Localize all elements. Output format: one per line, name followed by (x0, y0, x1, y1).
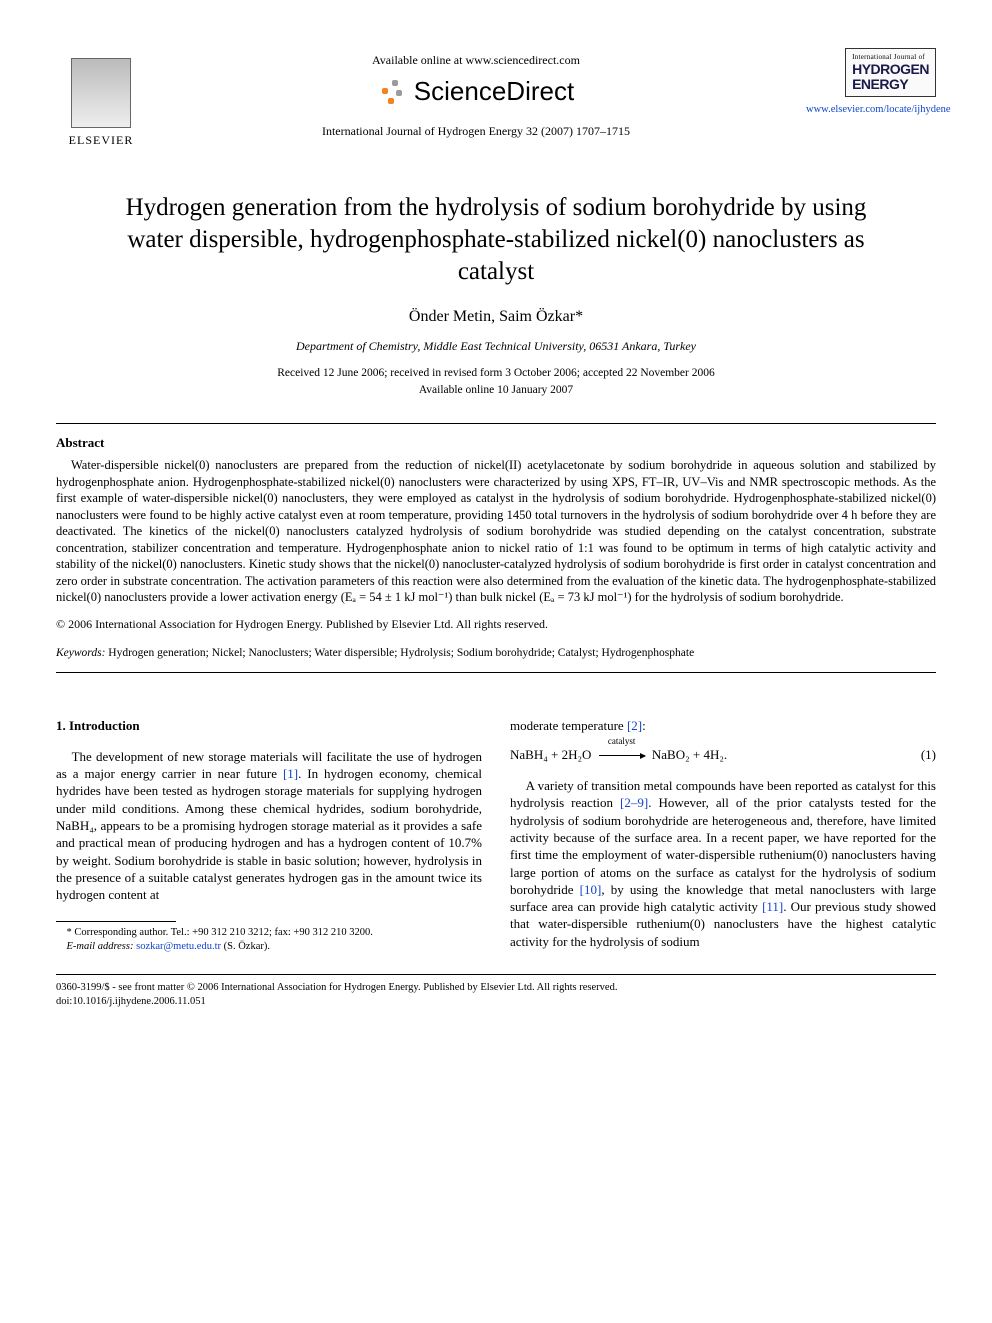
available-online-date: Available online 10 January 2007 (56, 383, 936, 399)
sciencedirect-logo: ScienceDirect (378, 74, 574, 109)
email-footnote: E-mail address: sozkar@metu.edu.tr (S. Ö… (56, 940, 482, 954)
rule-above-abstract (56, 423, 936, 424)
journal-homepage-link[interactable]: www.elsevier.com/locate/ijhydene (806, 103, 936, 117)
header-center: Available online at www.sciencedirect.co… (146, 48, 806, 139)
header-row: ELSEVIER Available online at www.science… (56, 48, 936, 148)
email-label: E-mail address: (67, 941, 134, 952)
ref-link-2-9[interactable]: [2–9] (620, 795, 648, 810)
received-dates: Received 12 June 2006; received in revis… (56, 366, 936, 382)
available-online-text: Available online at www.sciencedirect.co… (146, 52, 806, 68)
reaction-arrow-icon: catalyst (595, 746, 649, 763)
ref-link-11[interactable]: [11] (762, 899, 783, 914)
col2-top-text: moderate temperature (510, 718, 627, 733)
equation-1: NaBH₄ + 2H₂O catalyst NaBO₂ + 4H₂. (1) (510, 746, 936, 763)
ref-link-1[interactable]: [1] (283, 766, 298, 781)
eqn-lhs: NaBH₄ + 2H₂O (510, 747, 591, 762)
authors-line: Önder Metin, Saim Özkar* (56, 306, 936, 328)
col2-paragraph-2: A variety of transition metal compounds … (510, 777, 936, 950)
corresponding-author-footnote: * Corresponding author. Tel.: +90 312 21… (56, 926, 482, 940)
article-title: Hydrogen generation from the hydrolysis … (96, 192, 896, 288)
journal-box-h1: HYDROGEN (852, 62, 929, 77)
journal-reference: International Journal of Hydrogen Energy… (146, 123, 806, 139)
two-column-body: 1. Introduction The development of new s… (56, 717, 936, 954)
abstract-heading: Abstract (56, 434, 936, 452)
keywords-line: Keywords: Hydrogen generation; Nickel; N… (56, 646, 936, 662)
equation-chem: NaBH₄ + 2H₂O catalyst NaBO₂ + 4H₂. (510, 746, 727, 763)
journal-logo-box: International Journal of HYDROGEN ENERGY (845, 48, 936, 97)
sciencedirect-mark-icon (378, 78, 406, 106)
eqn-rhs: NaBO₂ + 4H₂. (652, 747, 727, 762)
abstract-body: Water-dispersible nickel(0) nanoclusters… (56, 457, 936, 606)
corresponding-email-link[interactable]: sozkar@metu.edu.tr (136, 941, 221, 952)
elsevier-tree-icon (71, 58, 131, 128)
footnote-rule (56, 921, 176, 922)
front-matter-line: 0360-3199/$ - see front matter © 2006 In… (56, 981, 936, 995)
section-1-heading: 1. Introduction (56, 717, 482, 734)
elsevier-logo: ELSEVIER (56, 48, 146, 148)
intro-p1-part-b: . In hydrogen economy, chemical hydrides… (56, 766, 482, 902)
copyright-line: © 2006 International Association for Hyd… (56, 616, 936, 632)
intro-paragraph-1: The development of new storage materials… (56, 748, 482, 904)
elsevier-wordmark: ELSEVIER (69, 132, 134, 148)
right-column: moderate temperature [2]: NaBH₄ + 2H₂O c… (510, 717, 936, 954)
abstract-paragraph: Water-dispersible nickel(0) nanoclusters… (56, 457, 936, 606)
left-column: 1. Introduction The development of new s… (56, 717, 482, 954)
email-tail: (S. Özkar). (221, 941, 270, 952)
rule-below-keywords (56, 672, 936, 673)
ref-link-2[interactable]: [2] (627, 718, 642, 733)
ref-link-10[interactable]: [10] (580, 882, 602, 897)
arrow-label: catalyst (595, 736, 649, 748)
col2-continuation: moderate temperature [2]: (510, 717, 936, 734)
col2-top-colon: : (642, 718, 646, 733)
doi-line: doi:10.1016/j.ijhydene.2006.11.051 (56, 995, 936, 1009)
bottom-rule (56, 974, 936, 975)
keywords-values: Hydrogen generation; Nickel; Nanocluster… (108, 647, 694, 659)
journal-box-h2: ENERGY (852, 77, 929, 92)
sciencedirect-wordmark: ScienceDirect (414, 74, 574, 109)
journal-logo-block: International Journal of HYDROGEN ENERGY… (806, 48, 936, 117)
keywords-label: Keywords: (56, 647, 105, 659)
affiliation: Department of Chemistry, Middle East Tec… (56, 338, 936, 354)
equation-number: (1) (921, 746, 936, 763)
